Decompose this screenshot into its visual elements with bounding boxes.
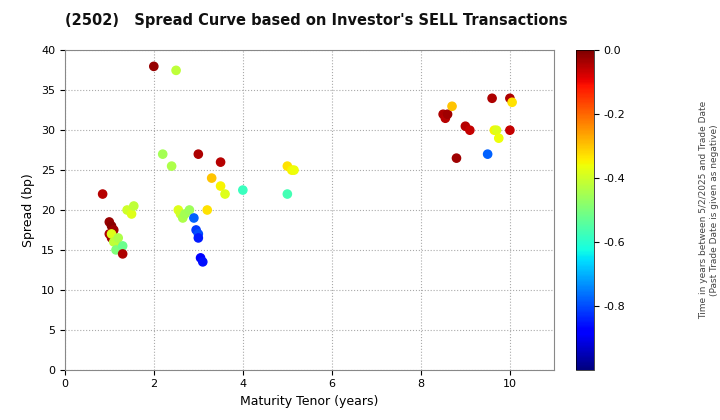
Point — [128, 202, 140, 209]
Point — [459, 123, 471, 129]
Point — [202, 207, 213, 213]
Y-axis label: Spread (bp): Spread (bp) — [22, 173, 35, 247]
Point — [108, 239, 120, 245]
Text: Time in years between 5/2/2025 and Trade Date
(Past Trade Date is given as negat: Time in years between 5/2/2025 and Trade… — [700, 101, 719, 319]
Point — [451, 155, 462, 161]
Point — [148, 63, 160, 70]
Point — [117, 250, 128, 257]
Point — [506, 99, 518, 105]
Point — [486, 95, 498, 102]
Point — [192, 231, 204, 237]
X-axis label: Maturity Tenor (years): Maturity Tenor (years) — [240, 395, 379, 408]
Point — [104, 218, 115, 225]
Point — [206, 175, 217, 181]
Point — [171, 67, 182, 74]
Point — [112, 242, 124, 249]
Point — [104, 231, 115, 237]
Point — [106, 231, 117, 237]
Point — [112, 234, 124, 241]
Point — [437, 111, 449, 118]
Point — [288, 167, 300, 173]
Point — [237, 186, 248, 193]
Point — [220, 191, 231, 197]
Point — [442, 111, 454, 118]
Text: (2502)   Spread Curve based on Investor's SELL Transactions: (2502) Spread Curve based on Investor's … — [65, 13, 567, 28]
Point — [175, 210, 186, 217]
Point — [166, 163, 177, 169]
Point — [440, 115, 451, 121]
Point — [192, 151, 204, 158]
Point — [493, 135, 505, 142]
Point — [188, 215, 199, 221]
Point — [491, 127, 503, 134]
Point — [122, 207, 133, 213]
Point — [504, 127, 516, 134]
Point — [286, 167, 297, 173]
Point — [197, 258, 209, 265]
Point — [173, 207, 184, 213]
Point — [215, 183, 226, 189]
Point — [179, 210, 191, 217]
Point — [110, 247, 122, 253]
Point — [184, 207, 195, 213]
Point — [106, 223, 117, 229]
Point — [126, 210, 138, 217]
Point — [489, 127, 500, 134]
Point — [177, 215, 189, 221]
Point — [117, 242, 128, 249]
Point — [190, 226, 202, 233]
Point — [215, 159, 226, 165]
Point — [464, 127, 476, 134]
Point — [446, 103, 458, 110]
Point — [157, 151, 168, 158]
Point — [108, 226, 120, 233]
Point — [195, 255, 207, 261]
Point — [282, 163, 293, 169]
Point — [482, 151, 493, 158]
Point — [192, 234, 204, 241]
Point — [282, 191, 293, 197]
Point — [504, 95, 516, 102]
Point — [97, 191, 109, 197]
Point — [106, 234, 117, 241]
Point — [110, 239, 122, 245]
